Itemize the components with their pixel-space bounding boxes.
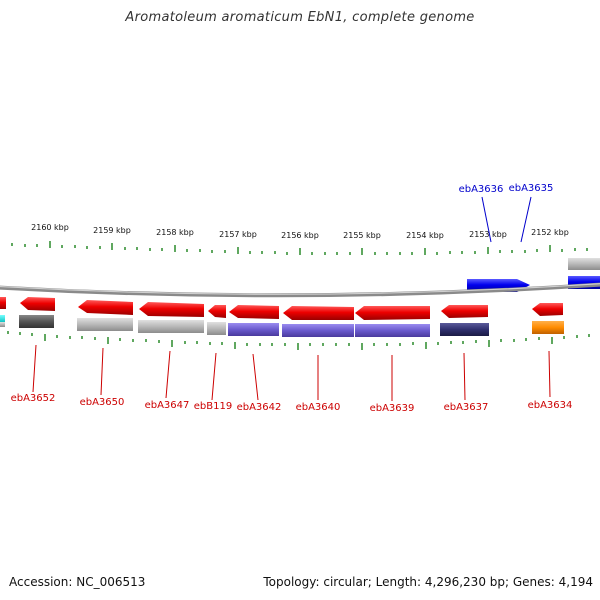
ruler-label: 2153 kbp <box>469 230 507 239</box>
gene-label-ebA3642[interactable]: ebA3642 <box>237 402 282 413</box>
gene-label-ebA3635[interactable]: ebA3635 <box>509 183 554 194</box>
genome-backbone <box>0 282 600 298</box>
gene-label-ebA3634[interactable]: ebA3634 <box>528 400 573 411</box>
ruler-label: 2159 kbp <box>93 226 131 235</box>
ruler-label: 2154 kbp <box>406 231 444 240</box>
ruler-labels: 2160 kbp 2159 kbp 2158 kbp 2157 kbp 2156… <box>31 223 569 240</box>
gene-ebA3650-arrow[interactable] <box>78 300 133 315</box>
gene-label-ebA3636[interactable]: ebA3636 <box>459 184 504 195</box>
inner-ruler-ticks <box>7 331 590 350</box>
ruler-label: 2160 kbp <box>31 223 69 232</box>
gene-label-ebA3647[interactable]: ebA3647 <box>145 400 190 411</box>
cog-segment <box>0 315 5 323</box>
cog-segment <box>228 323 279 336</box>
cog-segment <box>77 318 133 331</box>
reverse-strand <box>0 297 563 320</box>
gene-ebA3639-arrow[interactable] <box>355 306 430 320</box>
reverse-gene-labels: ebA3652 ebA3650 ebA3647 ebB119 ebA3642 e… <box>11 393 573 414</box>
cog-segment <box>19 315 54 328</box>
ruler-label: 2156 kbp <box>281 231 319 240</box>
gene-label-ebA3637[interactable]: ebA3637 <box>444 402 489 413</box>
cog-segment <box>355 324 430 337</box>
gene-ebA3634-arrow[interactable] <box>532 303 563 316</box>
gene-ebA3642-arrow[interactable] <box>229 305 279 319</box>
gene-label-ebA3652[interactable]: ebA3652 <box>11 393 56 404</box>
gene-label-ebA3650[interactable]: ebA3650 <box>80 397 125 408</box>
gene-ebA3640-arrow[interactable] <box>283 306 354 320</box>
cog-segment <box>440 323 489 336</box>
cog-segment <box>282 324 354 337</box>
accession-text: Accession: NC_006513 <box>9 575 146 589</box>
gene-ebA3652-arrow[interactable] <box>20 297 55 311</box>
gene-label-ebB119[interactable]: ebB119 <box>194 401 232 412</box>
forward-label-leaders <box>481 196 532 243</box>
ruler-label: 2155 kbp <box>343 231 381 240</box>
ruler-label: 2158 kbp <box>156 228 194 237</box>
reverse-label-leaders <box>32 344 551 401</box>
gene-label-ebA3639[interactable]: ebA3639 <box>370 403 415 414</box>
cog-segment <box>532 321 564 334</box>
cog-segment <box>0 322 5 327</box>
cog-segment <box>138 320 204 333</box>
ruler-label: 2157 kbp <box>219 230 257 239</box>
forward-gene-labels: ebA3636 ebA3635 <box>459 183 554 195</box>
map-title: Aromatoleum aromaticum EbN1, complete ge… <box>125 10 475 25</box>
genome-summary-text: Topology: circular; Length: 4,296,230 bp… <box>263 575 593 589</box>
gene-ebA3647-arrow[interactable] <box>139 302 204 317</box>
ruler-label: 2152 kbp <box>531 228 569 237</box>
cog-segment <box>207 322 226 335</box>
gene-label-ebA3640[interactable]: ebA3640 <box>296 402 341 413</box>
forward-track-band <box>568 258 600 270</box>
gene-ebB119-arrow[interactable] <box>208 305 226 318</box>
gene-reverse-partial[interactable] <box>0 297 6 309</box>
outer-ruler-ticks <box>11 241 588 255</box>
cog-band <box>0 315 564 337</box>
gene-ebA3637-arrow[interactable] <box>441 305 488 318</box>
